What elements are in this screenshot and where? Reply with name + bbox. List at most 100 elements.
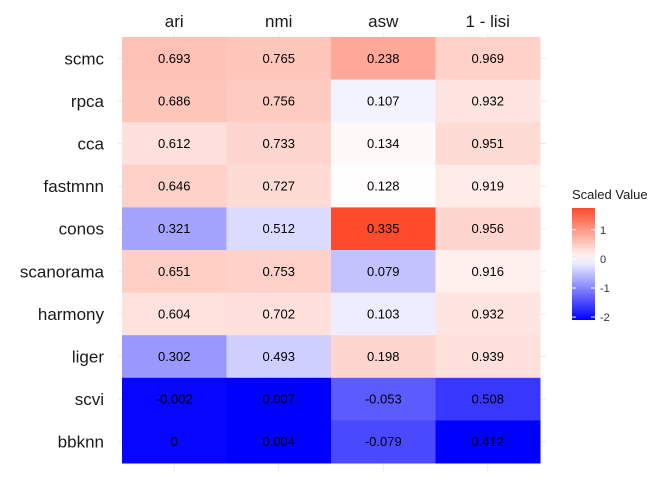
column-label: 1 - lisi (466, 12, 510, 31)
cell-value-label: 0.004 (262, 434, 295, 449)
row-label: scmc (64, 49, 104, 68)
cell-value-label: 0.651 (158, 264, 191, 279)
cell-value-label: 0.238 (367, 51, 400, 66)
column-label: nmi (265, 12, 292, 31)
cell-value-label: 0.612 (158, 136, 191, 151)
heatmap-cell (331, 37, 436, 81)
heatmap-cell (122, 250, 227, 294)
heatmap-cell (226, 377, 332, 421)
column-label: ari (165, 12, 184, 31)
heatmap-cell (435, 292, 541, 336)
cell-value-label: 0.512 (262, 221, 295, 236)
cell-value-label: 0.969 (471, 51, 504, 66)
legend-color-bar (572, 208, 595, 320)
cell-value-labels: 0.693 0.765 0.238 0.969 0.686 0.756 0.107 0.932… (156, 51, 504, 449)
cell-value-label: 0.733 (262, 136, 295, 151)
heatmap-cell (331, 292, 436, 336)
heatmap-cell (435, 122, 541, 166)
heatmap-cell (435, 377, 541, 421)
legend-tick-label: 0 (600, 254, 606, 266)
heatmap-cell (226, 207, 332, 251)
cell-value-label: 0.932 (471, 93, 504, 108)
cell-value-label: 0.103 (367, 306, 400, 321)
heatmap-cell (122, 420, 227, 464)
cell-value-label: 0.128 (367, 179, 400, 194)
heatmap-cells (122, 37, 541, 464)
cell-value-label: 0.753 (262, 264, 295, 279)
cell-value-label: 0.932 (471, 306, 504, 321)
cell-value-label: 0.412 (471, 434, 504, 449)
cell-value-label: 0.198 (367, 349, 400, 364)
heatmap-cell (331, 420, 436, 464)
cell-value-label: 0.508 (471, 392, 504, 407)
heatmap-cell (226, 292, 332, 336)
heatmap-cell (122, 377, 227, 421)
legend-tick-label: -1 (600, 283, 610, 295)
cell-value-label: 0.765 (262, 51, 295, 66)
row-label: scanorama (20, 262, 105, 281)
heatmap-cell (226, 37, 332, 81)
heatmap-cell (122, 335, 227, 379)
row-label: cca (78, 135, 105, 154)
row-label: bbknn (58, 433, 104, 452)
cell-value-label: 0.107 (367, 93, 400, 108)
heatmap-cell (331, 335, 436, 379)
cell-value-label: 0.956 (471, 221, 504, 236)
cell-value-label: 0.302 (158, 349, 191, 364)
cell-value-label: 0.079 (367, 264, 400, 279)
row-labels: scmc rpca cca fastmnn conos scanorama harmony l… (20, 49, 105, 451)
cell-value-label: 0.321 (158, 221, 191, 236)
heatmap-cell (435, 420, 541, 464)
heatmap-cell (435, 37, 541, 81)
cell-value-label: 0.335 (367, 221, 400, 236)
cell-value-label: -0.053 (365, 392, 402, 407)
cell-value-label: 0.702 (262, 306, 295, 321)
heatmap-cell (226, 250, 332, 294)
row-label: fastmnn (44, 177, 104, 196)
heatmap-cell (435, 164, 541, 208)
row-label: rpca (71, 92, 105, 111)
cell-value-label: -0.079 (365, 434, 402, 449)
color-legend: Scaled Value 1 0 -1 -2 (572, 187, 648, 324)
row-label: harmony (38, 305, 105, 324)
heatmap-cell (331, 207, 436, 251)
heatmap-cell (122, 79, 227, 123)
heatmap-cell (226, 335, 332, 379)
cell-value-label: 0.604 (158, 306, 191, 321)
row-label: liger (72, 348, 104, 367)
row-label: conos (59, 220, 104, 239)
cell-value-label: 0.493 (262, 349, 295, 364)
cell-value-label: 0.007 (262, 392, 295, 407)
heatmap-cell (122, 292, 227, 336)
cell-value-label: 0.646 (158, 179, 191, 194)
heatmap-cell (226, 122, 332, 166)
heatmap-cell (331, 79, 436, 123)
cell-value-label: 0.756 (262, 93, 295, 108)
cell-value-label: 0.693 (158, 51, 191, 66)
row-label: scvi (75, 390, 104, 409)
heatmap-cell (435, 335, 541, 379)
legend-tick-label: -2 (600, 312, 610, 324)
column-labels: ari nmi asw 1 - lisi (165, 12, 510, 31)
cell-value-label: 0.951 (471, 136, 504, 151)
cell-value-label: 0.919 (471, 179, 504, 194)
cell-value-label: -0.002 (156, 392, 193, 407)
cell-value-label: 0.939 (471, 349, 504, 364)
cell-value-label: 0.727 (262, 179, 295, 194)
heatmap-cell (122, 207, 227, 251)
heatmap-cell (226, 79, 332, 123)
heatmap-cell (331, 164, 436, 208)
heatmap-cell (122, 122, 227, 166)
column-label: asw (368, 12, 399, 31)
cell-value-label: 0.134 (367, 136, 400, 151)
heatmap-cell (435, 79, 541, 123)
heatmap-cell (435, 250, 541, 294)
legend-tick-label: 1 (600, 225, 606, 237)
cell-value-label: 0.686 (158, 93, 191, 108)
legend-title: Scaled Value (572, 187, 648, 202)
legend-ticks: 1 0 -1 -2 (572, 225, 610, 324)
heatmap-cell (331, 250, 436, 294)
heatmap-cell (122, 37, 227, 81)
heatmap-cell (226, 420, 332, 464)
